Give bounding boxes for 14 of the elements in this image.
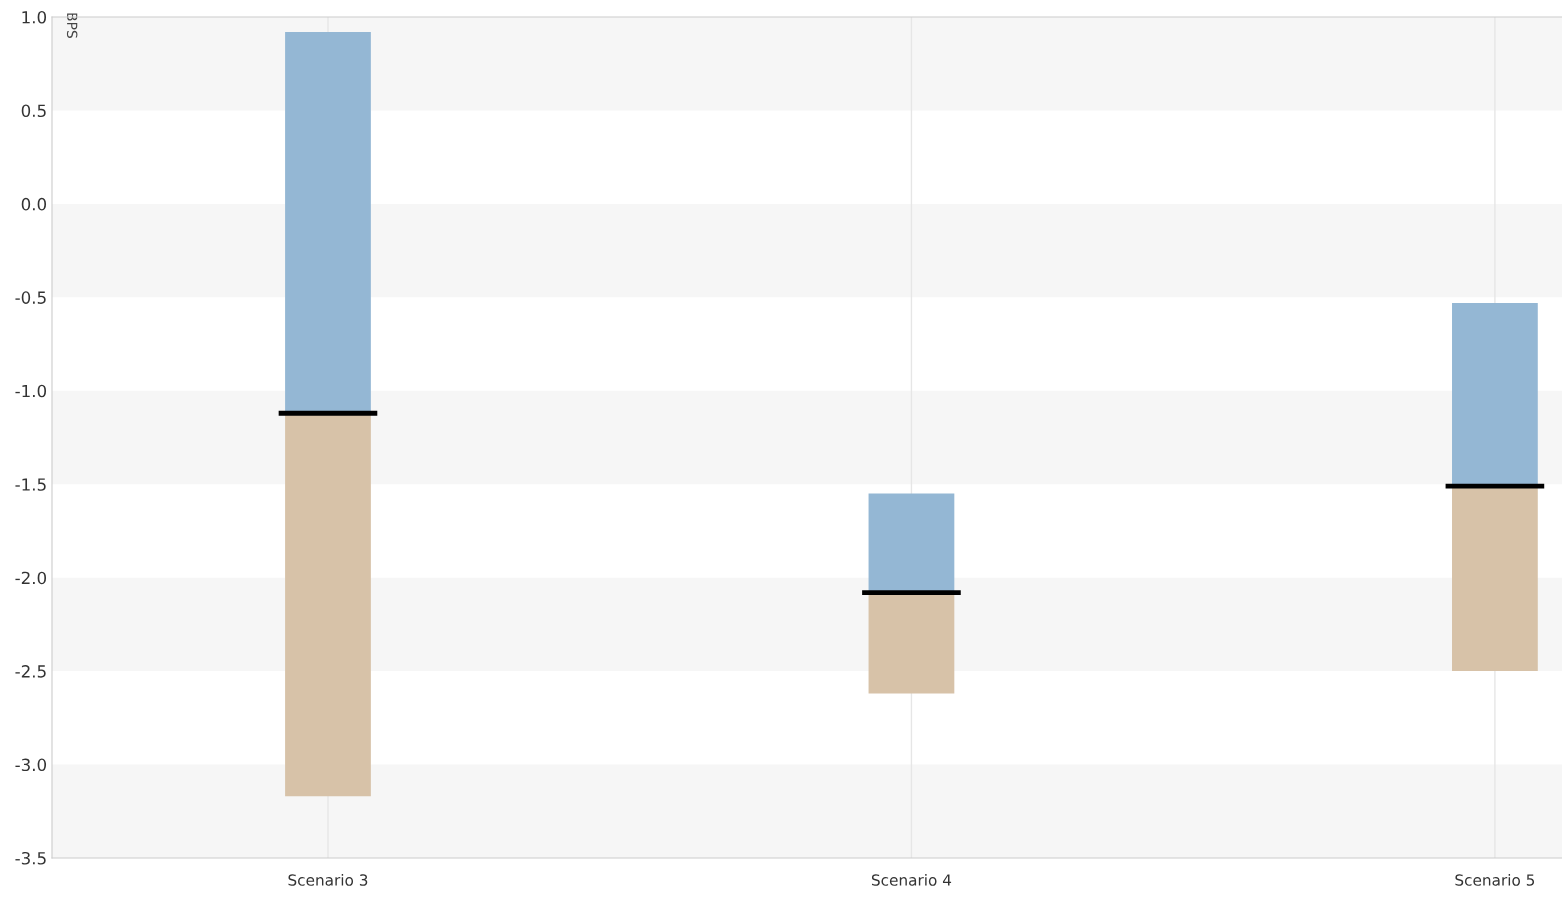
y-tick-label: 0.5 [21, 104, 46, 118]
y-tick-label: -3.5 [15, 851, 46, 865]
y-tick-label: -1.0 [15, 384, 47, 398]
y-tick-label: 0.0 [21, 197, 47, 211]
y-tick-label: -2.5 [15, 665, 46, 678]
x-tick-label: Scenario 3 [288, 873, 368, 886]
y-tick-label: -0.5 [15, 291, 46, 304]
x-tick-label: Scenario 5 [1455, 873, 1535, 886]
y-axis-title: BPS [66, 13, 78, 38]
x-tick-label: Scenario 4 [871, 873, 952, 886]
y-tick-label: -3.0 [15, 758, 47, 772]
y-tick-label: -1.5 [15, 478, 46, 491]
y-tick-label: 1.0 [22, 10, 47, 24]
y-tick-label: -2.0 [15, 571, 47, 585]
